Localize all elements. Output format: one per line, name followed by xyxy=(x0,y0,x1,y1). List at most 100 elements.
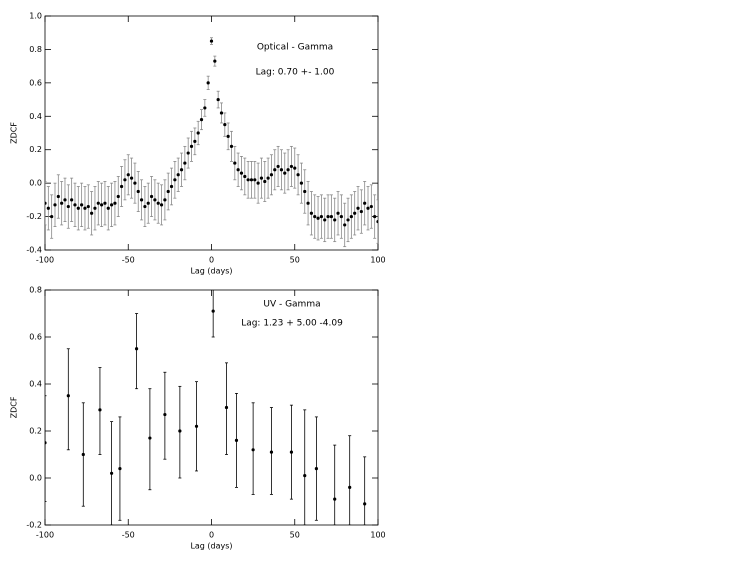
point xyxy=(118,467,122,471)
point xyxy=(143,204,147,209)
point xyxy=(129,176,134,180)
point xyxy=(263,179,267,184)
point xyxy=(183,161,187,165)
annotation: Lag: 1.23 + 5.00 -4.09 xyxy=(241,319,343,329)
annotation: UV - Gamma xyxy=(263,300,320,310)
point xyxy=(349,214,353,219)
point xyxy=(234,438,239,442)
y-tick-label: -0.4 xyxy=(26,246,42,255)
point xyxy=(45,441,47,445)
point xyxy=(206,81,210,85)
point xyxy=(178,429,182,433)
point xyxy=(93,206,97,210)
point xyxy=(273,168,277,172)
point xyxy=(253,178,257,182)
point xyxy=(70,198,74,202)
point xyxy=(209,39,214,43)
point xyxy=(333,218,337,222)
point xyxy=(60,201,64,205)
point xyxy=(353,211,357,215)
y-tick-label: -0.2 xyxy=(26,212,42,221)
point xyxy=(316,216,320,220)
point xyxy=(256,181,260,185)
point xyxy=(126,173,130,177)
panel: -100 -50 0 50 100 -0.2 0.0 0.2 0.4 0.6 0.8 Lag (day… xyxy=(10,286,386,551)
point xyxy=(113,201,117,205)
point xyxy=(81,452,85,457)
point xyxy=(203,106,207,110)
x-tick-label: -100 xyxy=(36,256,54,265)
x-tick-label: -50 xyxy=(122,256,135,265)
point xyxy=(53,203,57,207)
x-tick-label: 100 xyxy=(370,256,385,265)
point xyxy=(139,198,144,202)
point xyxy=(293,166,297,170)
point xyxy=(251,448,255,452)
y-tick-label: 0.0 xyxy=(29,474,42,483)
point xyxy=(116,194,120,199)
point xyxy=(123,178,127,182)
point xyxy=(363,201,367,205)
y-tick-label: 0.0 xyxy=(29,179,42,188)
point xyxy=(346,218,350,222)
point xyxy=(336,211,340,215)
point xyxy=(45,201,47,205)
y-axis-label: ZDCF xyxy=(10,396,19,418)
point xyxy=(229,144,234,148)
y-tick-label: 0.6 xyxy=(29,78,42,87)
point xyxy=(306,201,310,205)
annotation: Lag: 0.70 +- 1.00 xyxy=(256,68,335,78)
point xyxy=(363,502,367,506)
point xyxy=(159,203,164,207)
point xyxy=(56,194,60,199)
point xyxy=(283,171,287,175)
y-tick-label: 0.8 xyxy=(29,286,42,295)
point xyxy=(73,203,77,207)
point xyxy=(269,450,274,454)
point xyxy=(289,164,294,169)
point xyxy=(173,178,177,182)
point xyxy=(239,171,244,175)
point xyxy=(66,394,70,398)
point xyxy=(366,206,370,210)
point xyxy=(66,204,70,209)
point xyxy=(219,111,224,115)
point xyxy=(249,178,254,182)
y-tick-label: -0.2 xyxy=(26,521,42,530)
point xyxy=(153,198,157,202)
point xyxy=(83,206,87,210)
y-tick-label: 0.6 xyxy=(29,333,42,342)
point xyxy=(356,206,360,210)
point xyxy=(110,471,114,475)
point xyxy=(266,176,270,180)
point xyxy=(296,173,300,177)
point xyxy=(176,173,180,177)
point xyxy=(106,206,110,210)
point xyxy=(196,131,200,135)
point xyxy=(148,436,152,440)
point xyxy=(146,201,150,205)
point xyxy=(246,178,250,182)
point xyxy=(348,485,352,489)
point xyxy=(233,161,237,165)
point xyxy=(63,198,67,202)
y-tick-label: 0.2 xyxy=(29,145,42,154)
point xyxy=(76,206,80,210)
point xyxy=(96,201,100,205)
point xyxy=(323,218,327,222)
point xyxy=(50,214,54,219)
point xyxy=(243,174,247,179)
point xyxy=(166,189,170,194)
point xyxy=(213,59,217,63)
point xyxy=(134,347,139,351)
point xyxy=(103,201,107,205)
point xyxy=(169,184,174,189)
point xyxy=(193,139,197,143)
point xyxy=(156,201,160,205)
point xyxy=(326,214,330,219)
x-tick-label: -100 xyxy=(36,531,54,540)
point xyxy=(329,214,333,219)
point xyxy=(343,223,347,227)
point xyxy=(98,408,102,412)
point xyxy=(186,151,190,155)
